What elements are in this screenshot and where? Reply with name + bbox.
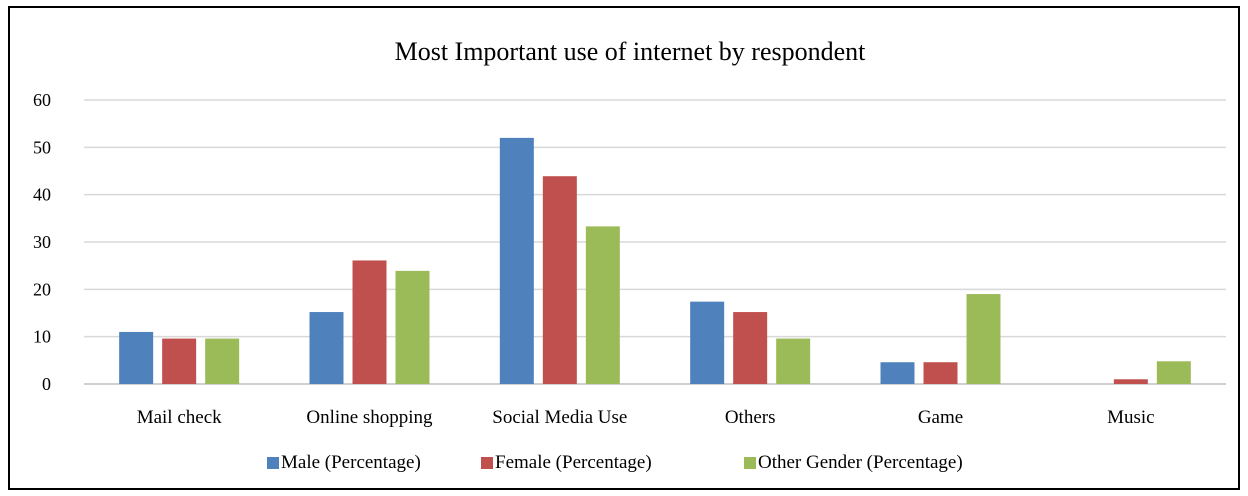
chart-frame [8, 6, 1240, 490]
x-tick-label: Game [918, 407, 963, 428]
bar [352, 260, 387, 384]
bar [690, 301, 725, 384]
bar [119, 331, 154, 384]
bar [776, 338, 811, 384]
bar [162, 338, 197, 384]
legend-swatch [267, 457, 279, 469]
legend-label: Other Gender (Percentage) [758, 452, 963, 473]
chart-title: Most Important use of internet by respon… [395, 37, 867, 66]
y-tick-label: 30 [33, 232, 51, 252]
legend-label: Male (Percentage) [281, 452, 421, 473]
x-tick-label: Music [1107, 407, 1155, 428]
x-axis: Mail check Online shopping Social Media Us… [137, 407, 1155, 428]
x-tick-label: Social Media Use [492, 407, 627, 428]
legend-swatch [744, 457, 756, 469]
bar [966, 294, 1001, 384]
legend-label: Female (Percentage) [495, 452, 652, 473]
legend-swatch [481, 457, 493, 469]
bar [309, 312, 344, 384]
bar [733, 312, 768, 384]
bar [499, 137, 534, 384]
y-tick-label: 20 [33, 279, 51, 299]
y-tick-label: 0 [42, 374, 51, 394]
bar [395, 270, 430, 384]
bar [923, 362, 958, 384]
y-tick-label: 50 [33, 137, 51, 157]
bar [205, 338, 240, 384]
y-tick-label: 40 [33, 185, 51, 205]
gridlines [84, 99, 1226, 385]
y-tick-label: 10 [33, 327, 51, 347]
bar [880, 362, 915, 384]
y-tick-label: 60 [33, 90, 51, 110]
bar [542, 176, 577, 384]
x-tick-label: Mail check [137, 407, 222, 428]
bar [1113, 379, 1148, 384]
x-tick-label: Online shopping [306, 407, 433, 428]
bars [119, 137, 1191, 384]
legend: Male (Percentage) Female (Percentage) Othe… [267, 452, 963, 473]
bar [1156, 361, 1191, 384]
y-axis: 0 10 20 30 40 50 60 [33, 90, 51, 394]
x-tick-label: Others [725, 407, 776, 428]
bar [585, 226, 620, 384]
